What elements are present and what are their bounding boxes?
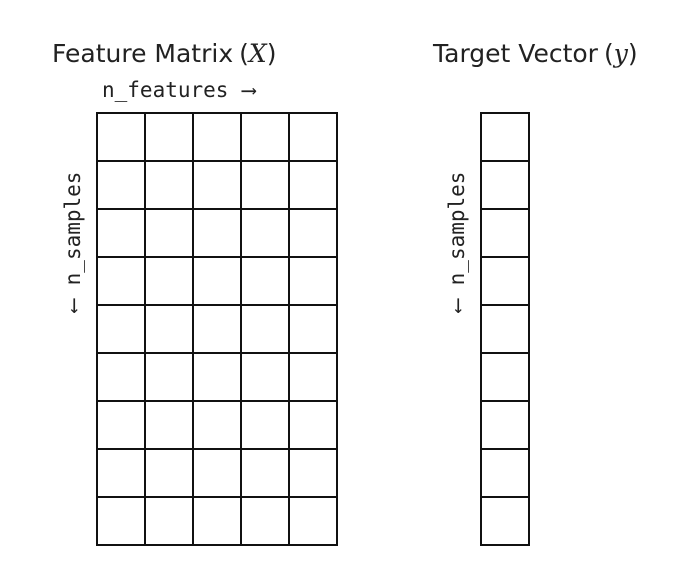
feature-matrix-cell (192, 400, 242, 450)
feature-matrix-cell (144, 352, 194, 402)
target-vector-symbol: y (613, 39, 629, 68)
feature-matrix-cell (240, 112, 290, 162)
target-vector-cell (480, 208, 530, 258)
feature-matrix-cell (192, 256, 242, 306)
feature-matrix-cell (96, 304, 146, 354)
feature-matrix-grid (96, 112, 338, 546)
feature-matrix-cell (96, 208, 146, 258)
feature-matrix-cell (144, 112, 194, 162)
vector-n-samples-text: n_samples (445, 172, 469, 286)
target-vector-cell (480, 256, 530, 306)
target-vector-title: Target Vector (432, 39, 599, 68)
feature-matrix-cell (240, 304, 290, 354)
feature-matrix-cell (96, 400, 146, 450)
target-vector-cell (480, 304, 530, 354)
feature-matrix-cell (144, 256, 194, 306)
n-features-text: n_features (102, 78, 228, 102)
feature-matrix-cell (192, 352, 242, 402)
feature-matrix-cell (288, 208, 338, 258)
feature-matrix-cell (240, 352, 290, 402)
feature-matrix-cell (192, 304, 242, 354)
feature-matrix-cell (240, 160, 290, 210)
feature-matrix-cell (192, 208, 242, 258)
target-vector-grid (480, 112, 530, 546)
feature-matrix-symbol: X (247, 39, 268, 68)
matrix-n-samples-label: ⟵ n_samples (61, 172, 85, 314)
feature-matrix-cell (96, 448, 146, 498)
feature-matrix-cell (96, 112, 146, 162)
target-vector-title-text: Target Vector (y) (432, 39, 638, 68)
feature-matrix-cell (96, 352, 146, 402)
feature-matrix-cell (288, 160, 338, 210)
feature-matrix-cell (288, 448, 338, 498)
feature-matrix-cell (288, 112, 338, 162)
feature-matrix-cell (96, 160, 146, 210)
target-vector-cell (480, 496, 530, 546)
left-arrow-icon: ⟵ (61, 298, 85, 314)
feature-matrix-cell (192, 448, 242, 498)
target-vector-cell (480, 112, 530, 162)
feature-matrix-cell (288, 496, 338, 546)
feature-matrix-cell (288, 400, 338, 450)
target-vector-cell (480, 448, 530, 498)
feature-matrix-cell (144, 400, 194, 450)
target-vector-cell (480, 160, 530, 210)
feature-matrix-cell (288, 256, 338, 306)
feature-matrix-cell (240, 448, 290, 498)
feature-matrix-cell (144, 448, 194, 498)
feature-matrix-cell (96, 496, 146, 546)
feature-matrix-cell (96, 256, 146, 306)
feature-matrix-cell (144, 496, 194, 546)
feature-matrix-title-text: Feature Matrix (X) (52, 39, 276, 68)
feature-matrix-cell (240, 256, 290, 306)
n-features-label: n_features ⟶ (102, 78, 256, 102)
feature-matrix-cell (192, 496, 242, 546)
feature-matrix-cell (288, 304, 338, 354)
vector-n-samples-label: ⟵ n_samples (445, 172, 469, 314)
feature-matrix-cell (144, 160, 194, 210)
feature-matrix-cell (288, 352, 338, 402)
matrix-n-samples-text: n_samples (61, 172, 85, 286)
feature-matrix-cell (240, 496, 290, 546)
feature-matrix-cell (144, 208, 194, 258)
target-vector-cell (480, 352, 530, 402)
feature-matrix-cell (192, 160, 242, 210)
target-vector-cell (480, 400, 530, 450)
right-arrow-icon: ⟶ (240, 78, 256, 102)
feature-matrix-title: Feature Matrix (52, 39, 233, 68)
feature-matrix-cell (240, 400, 290, 450)
feature-matrix-cell (144, 304, 194, 354)
feature-matrix-cell (192, 112, 242, 162)
left-arrow-icon: ⟵ (445, 298, 469, 314)
feature-matrix-cell (240, 208, 290, 258)
